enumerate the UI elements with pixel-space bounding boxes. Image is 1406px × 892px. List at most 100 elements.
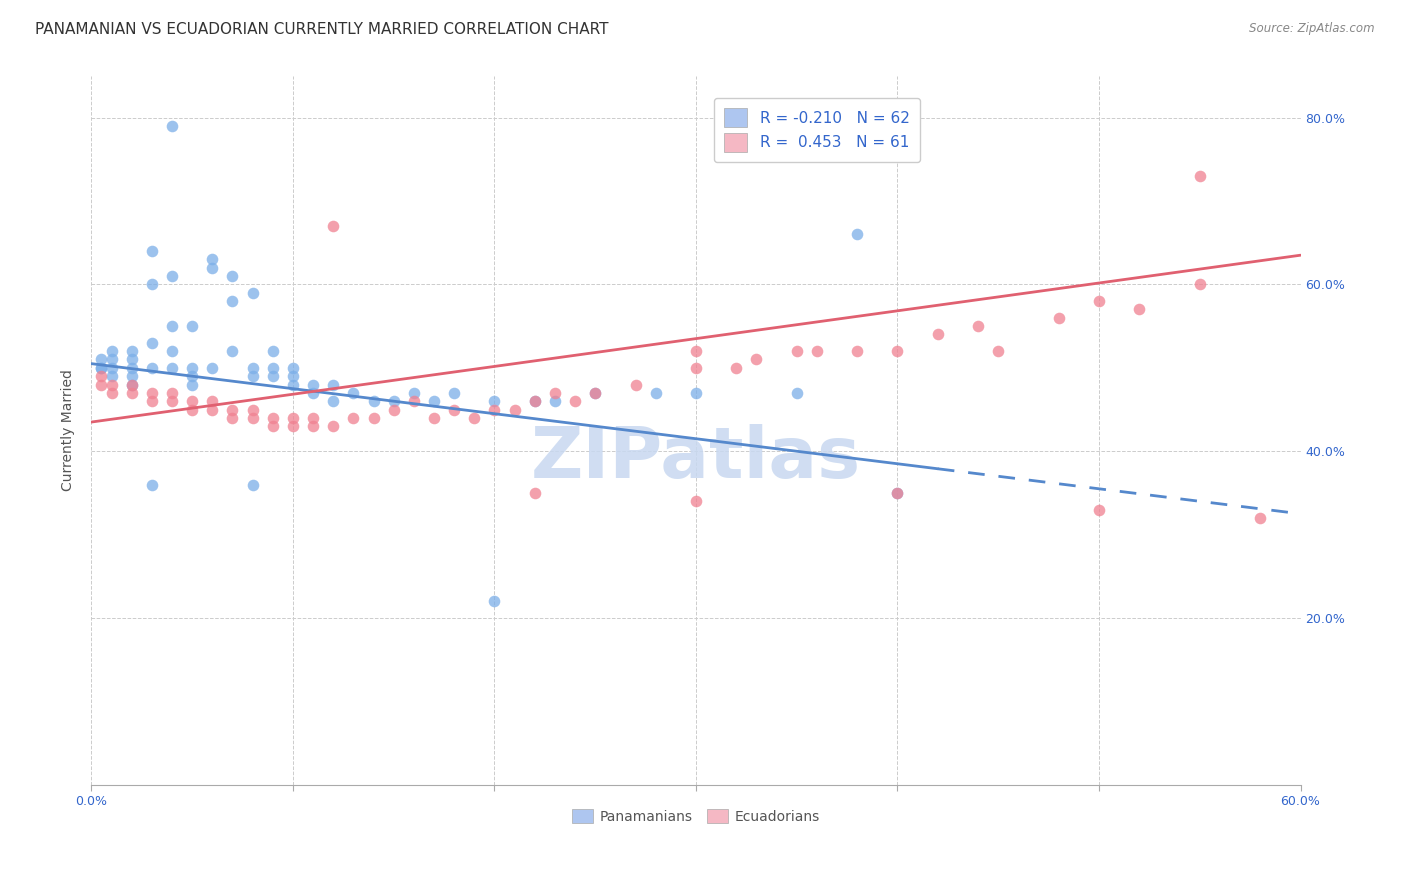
- Point: [281, 377, 304, 392]
- Point: [160, 319, 183, 334]
- Point: [242, 410, 264, 425]
- Point: [987, 344, 1010, 359]
- Point: [281, 419, 304, 434]
- Point: [363, 394, 385, 409]
- Point: [463, 410, 485, 425]
- Point: [886, 486, 908, 500]
- Point: [262, 410, 284, 425]
- Point: [342, 410, 364, 425]
- Point: [141, 335, 163, 350]
- Point: [322, 219, 344, 233]
- Point: [846, 227, 869, 242]
- Point: [242, 477, 264, 491]
- Point: [1249, 511, 1271, 525]
- Point: [443, 402, 465, 417]
- Point: [121, 377, 143, 392]
- Point: [100, 385, 122, 400]
- Point: [583, 385, 606, 400]
- Point: [484, 402, 506, 417]
- Point: [745, 352, 768, 367]
- Point: [181, 369, 204, 384]
- Point: [725, 360, 748, 375]
- Point: [201, 394, 224, 409]
- Point: [1128, 302, 1150, 317]
- Point: [160, 119, 183, 133]
- Point: [160, 360, 183, 375]
- Point: [201, 252, 224, 267]
- Point: [322, 377, 344, 392]
- Point: [221, 294, 243, 309]
- Point: [685, 360, 707, 375]
- Point: [221, 402, 243, 417]
- Point: [523, 394, 546, 409]
- Point: [322, 419, 344, 434]
- Point: [221, 268, 243, 283]
- Point: [503, 402, 526, 417]
- Point: [181, 377, 204, 392]
- Point: [242, 402, 264, 417]
- Legend: Panamanians, Ecuadorians: Panamanians, Ecuadorians: [567, 803, 825, 829]
- Point: [1047, 310, 1070, 325]
- Point: [685, 344, 707, 359]
- Point: [342, 385, 364, 400]
- Point: [583, 385, 606, 400]
- Point: [564, 394, 586, 409]
- Point: [786, 385, 808, 400]
- Point: [382, 402, 405, 417]
- Point: [302, 410, 325, 425]
- Text: PANAMANIAN VS ECUADORIAN CURRENTLY MARRIED CORRELATION CHART: PANAMANIAN VS ECUADORIAN CURRENTLY MARRI…: [35, 22, 609, 37]
- Point: [121, 352, 143, 367]
- Point: [221, 344, 243, 359]
- Point: [221, 410, 243, 425]
- Point: [181, 394, 204, 409]
- Point: [423, 410, 446, 425]
- Point: [100, 369, 122, 384]
- Text: ZIPatlas: ZIPatlas: [531, 425, 860, 493]
- Point: [242, 285, 264, 300]
- Point: [160, 394, 183, 409]
- Point: [141, 360, 163, 375]
- Point: [121, 385, 143, 400]
- Point: [624, 377, 647, 392]
- Point: [484, 394, 506, 409]
- Point: [544, 394, 567, 409]
- Point: [302, 419, 325, 434]
- Point: [1088, 502, 1111, 516]
- Point: [141, 477, 163, 491]
- Point: [262, 344, 284, 359]
- Point: [100, 377, 122, 392]
- Point: [100, 352, 122, 367]
- Point: [121, 344, 143, 359]
- Point: [1188, 169, 1211, 183]
- Point: [886, 344, 908, 359]
- Point: [160, 268, 183, 283]
- Point: [201, 260, 224, 275]
- Point: [181, 360, 204, 375]
- Point: [141, 244, 163, 258]
- Point: [484, 594, 506, 608]
- Text: Source: ZipAtlas.com: Source: ZipAtlas.com: [1250, 22, 1375, 36]
- Point: [927, 327, 949, 342]
- Point: [141, 385, 163, 400]
- Point: [423, 394, 446, 409]
- Point: [443, 385, 465, 400]
- Point: [262, 419, 284, 434]
- Point: [402, 394, 425, 409]
- Point: [363, 410, 385, 425]
- Point: [1088, 294, 1111, 309]
- Point: [90, 369, 112, 384]
- Point: [121, 369, 143, 384]
- Point: [644, 385, 666, 400]
- Point: [262, 360, 284, 375]
- Point: [90, 377, 112, 392]
- Point: [523, 486, 546, 500]
- Point: [382, 394, 405, 409]
- Point: [262, 369, 284, 384]
- Point: [201, 402, 224, 417]
- Point: [90, 360, 112, 375]
- Point: [402, 385, 425, 400]
- Point: [121, 377, 143, 392]
- Point: [201, 360, 224, 375]
- Point: [281, 360, 304, 375]
- Point: [100, 344, 122, 359]
